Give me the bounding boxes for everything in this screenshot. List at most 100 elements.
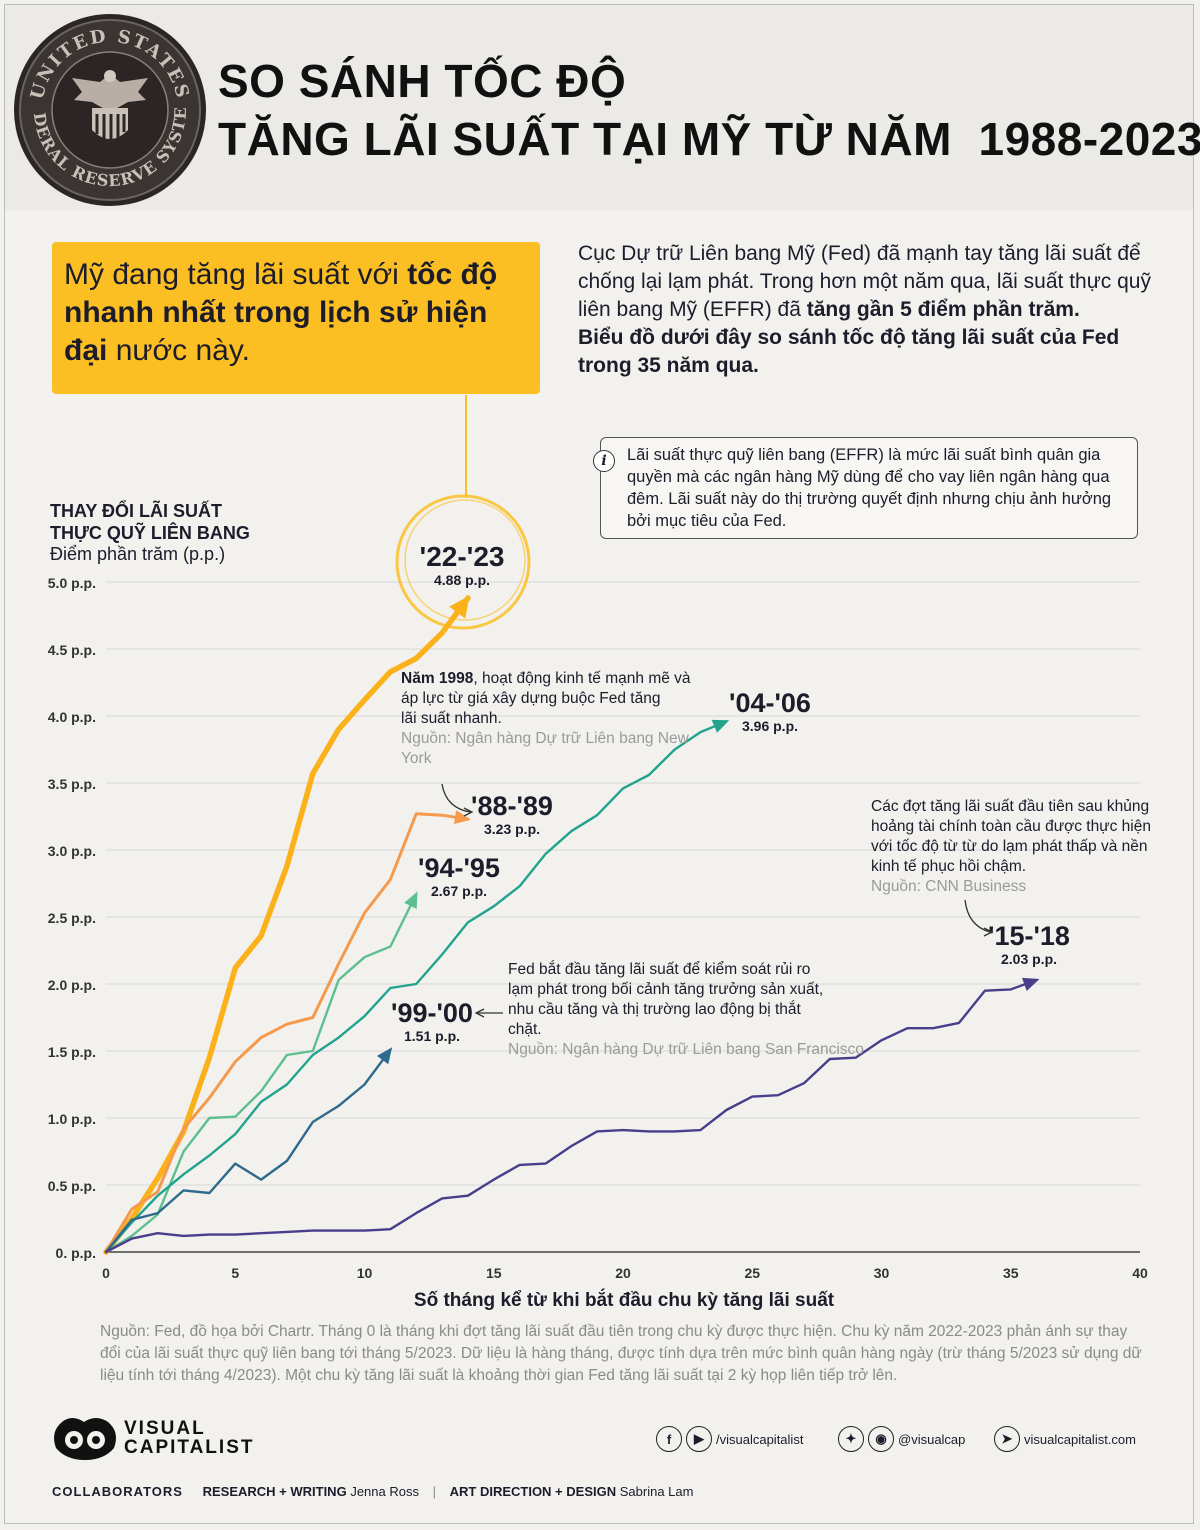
series-line [104, 893, 418, 1254]
federal-reserve-seal: UNITED STATES FEDERAL RESERVE SYSTEM [12, 12, 206, 206]
y-axis-title: THAY ĐỔI LÃI SUẤT THỰC QUỸ LIÊN BANG [50, 500, 250, 544]
y-axis-title-line-2: THỰC QUỸ LIÊN BANG [50, 523, 250, 543]
annotation-source: Nguồn: CNN Business [871, 878, 1026, 895]
callout-text-bold: tốc độ nhanh nhất trong lịch sử hiện đại [64, 258, 498, 367]
x-tick-label: 35 [1003, 1265, 1019, 1281]
series-99-to-00: '99-'001.51 p.p. [104, 998, 473, 1254]
callout-text-1: Mỹ đang tăng lãi suất với [64, 258, 408, 291]
key-takeaway-callout: Mỹ đang tăng lãi suất với tốc độ nhanh n… [52, 242, 540, 394]
annotation-text: Các đợt tăng lãi suất đầu tiên sau khủng… [871, 798, 1151, 875]
series-15-to-18: '15-'182.03 p.p. [104, 921, 1070, 1254]
y-tick-label: 2.5 p.p. [48, 910, 96, 926]
collaborators-label: COLLABORATORS [52, 1484, 183, 1499]
series-line [104, 978, 1038, 1254]
y-tick-label: 3.5 p.p. [48, 776, 96, 792]
series-04-to-06: '04-'063.96 p.p. [104, 688, 811, 1254]
annotation-a2015: Các đợt tăng lãi suất đầu tiên sau khủng… [871, 798, 1151, 895]
annotation-source: Nguồn: Ngân hàng Dự trữ Liên bang San Fr… [508, 1041, 864, 1058]
facebook-icon[interactable]: f [656, 1426, 682, 1452]
y-tick-label: 1.5 p.p. [48, 1044, 96, 1060]
highlight-circle-inner [404, 499, 526, 621]
rate-hike-chart: 0. p.p. 0.5 p.p. 1.0 p.p. 1.5 p.p. 2.0 p.p. 2… [48, 395, 1151, 1311]
social-youtube-facebook[interactable]: f ▶ /visualcapitalist [656, 1424, 803, 1454]
youtube-icon[interactable]: ▶ [686, 1426, 712, 1452]
connector-2015 [964, 899, 991, 933]
series-value-label: 3.23 p.p. [484, 821, 540, 837]
series-value-label: 2.67 p.p. [431, 883, 487, 899]
annotation-text: Năm 1998, hoạt động kinh tế mạnh mẽ và áp… [401, 670, 691, 727]
source-note: Nguồn: Fed, đồ họa bởi Chartr. Tháng 0 l… [100, 1323, 1142, 1384]
website-url[interactable]: visualcapitalist.com [1024, 1431, 1136, 1447]
highlight-circle [395, 494, 531, 630]
annotation-a1998: Năm 1998, hoạt động kinh tế mạnh mẽ và áp… [401, 670, 691, 767]
series-name-label: '22-'23 [420, 541, 505, 572]
y-tick-label: 4.5 p.p. [48, 642, 96, 658]
x-tick-label: 10 [357, 1265, 373, 1281]
series-name-label: '94-'95 [418, 853, 500, 883]
series-value-label: 1.51 p.p. [404, 1028, 460, 1044]
visual-capitalist-logo [54, 1418, 116, 1460]
cursor-icon[interactable]: ➤ [994, 1426, 1020, 1452]
role-design: ART DIRECTION + DESIGN [449, 1484, 617, 1499]
x-tick-label: 5 [231, 1265, 239, 1281]
x-tick-label: 0 [102, 1265, 110, 1281]
x-tick-label: 15 [486, 1265, 502, 1281]
title-line-2: TĂNG LÃI SUẤT TẠI MỸ TỪ NĂM 1988-2023 [218, 113, 1200, 165]
intro-bold-2: Biểu đồ dưới đây so sánh tốc độ tăng lãi… [578, 326, 1120, 377]
series-arrowhead [453, 810, 471, 825]
name-research: Jenna Ross [350, 1484, 419, 1499]
role-research: RESEARCH + WRITING [202, 1484, 347, 1499]
x-tick-label: 40 [1132, 1265, 1148, 1281]
collab-separator: | [432, 1484, 436, 1499]
brand-line-1: VISUAL [124, 1418, 206, 1439]
series-22-to-23: '22-'234.88 p.p. [103, 541, 505, 1255]
connector-1998 [441, 783, 471, 813]
y-tick-label: 4.0 p.p. [48, 709, 96, 725]
page-title: SO SÁNH TỐC ĐỘ TĂNG LÃI SUẤT TẠI MỸ TỪ N… [218, 52, 1200, 168]
series-line [104, 720, 728, 1254]
y-tick-label: 2.0 p.p. [48, 977, 96, 993]
series-arrowhead [1021, 977, 1040, 991]
intro-text: Cục Dự trữ Liên bang Mỹ (Fed) đã mạnh ta… [578, 242, 1151, 321]
series-value-label: 2.03 p.p. [1001, 951, 1057, 967]
website-link[interactable]: ➤ visualcapitalist.com [994, 1424, 1136, 1454]
title-line-1: SO SÁNH TỐC ĐỘ [218, 55, 627, 107]
annotation-text: Fed bắt đầu tăng lãi suất để kiểm soát r… [508, 961, 823, 1038]
info-icon: i [593, 450, 615, 472]
social-twitter-instagram[interactable]: ✦ ◉ @visualcap [838, 1424, 965, 1454]
series-value-label: 4.88 p.p. [434, 572, 490, 588]
collaborators: COLLABORATORS RESEARCH + WRITING Jenna R… [52, 1484, 693, 1499]
y-tick-label: 0.5 p.p. [48, 1178, 96, 1194]
social-handle-1[interactable]: /visualcapitalist [716, 1431, 804, 1447]
series-name-label: '04-'06 [729, 688, 811, 718]
y-tick-label: 1.0 p.p. [48, 1111, 96, 1127]
series-value-label: 3.96 p.p. [742, 718, 798, 734]
series-arrowhead [376, 1047, 393, 1065]
x-tick-label: 25 [744, 1265, 760, 1281]
series-arrowhead [404, 891, 418, 909]
social-handle-2[interactable]: @visualcap [898, 1431, 966, 1447]
twitter-icon[interactable]: ✦ [838, 1426, 864, 1452]
instagram-icon[interactable]: ◉ [868, 1426, 894, 1452]
series-name-label: '88-'89 [471, 791, 553, 821]
connector-2015-head [983, 927, 994, 937]
intro-paragraph: Cục Dự trữ Liên bang Mỹ (Fed) đã mạnh ta… [578, 240, 1158, 380]
connector-1999-head [474, 1008, 485, 1018]
x-tick-label: 20 [615, 1265, 631, 1281]
annotation-a1999: Fed bắt đầu tăng lãi suất để kiểm soát r… [508, 961, 864, 1058]
annotation-source: Nguồn: Ngân hàng Dự trữ Liên bang New Yor… [401, 730, 690, 767]
y-tick-label: 0. p.p. [56, 1245, 96, 1261]
highlight-ring [395, 395, 531, 630]
name-design: Sabrina Lam [619, 1484, 694, 1499]
brand-line-2: CAPITALIST [124, 1437, 255, 1458]
series-94-to-95: '94-'952.67 p.p. [104, 853, 500, 1254]
callout-text-2: nước này. [107, 334, 250, 367]
annotation-connectors [441, 783, 994, 1018]
series-88-to-89: '88-'893.23 p.p. [104, 791, 553, 1254]
y-axis-subtitle: Điểm phần trăm (p.p.) [50, 544, 226, 564]
series-line [103, 595, 471, 1255]
intro-bold-1: tăng gần 5 điểm phần trăm. [806, 298, 1080, 321]
y-tick-label: 3.0 p.p. [48, 843, 96, 859]
page-border [4, 4, 1194, 1524]
x-axis-title: Số tháng kể từ khi bắt đầu chu kỳ tăng l… [414, 1289, 835, 1311]
